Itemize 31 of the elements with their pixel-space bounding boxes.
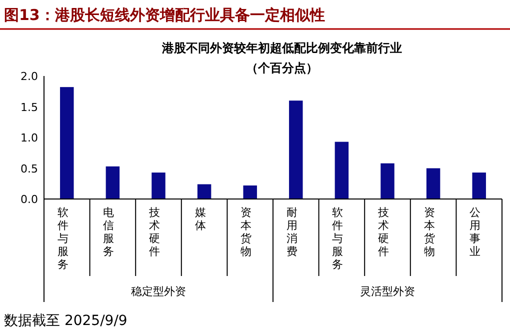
y-tick-label: 0.5 (20, 162, 38, 176)
y-tick-label: 2.0 (20, 70, 38, 83)
y-tick-label: 1.0 (20, 132, 38, 144)
bar (60, 87, 74, 199)
y-tick-label: 0.0 (20, 193, 38, 206)
x-tick-label: 耐用消费 (286, 206, 298, 258)
bar (106, 166, 120, 199)
x-tick-label: 软件与服务 (332, 206, 344, 271)
y-tick-label: 1.5 (20, 100, 38, 114)
text: 数据截至 2025/9/9 (4, 313, 128, 329)
text: 稳定型外资 (131, 285, 186, 298)
x-tick-label: 资本货物 (424, 206, 435, 258)
chart-subtitle: 港股不同外资较年初超低配比例变化靠前行业 (161, 41, 402, 55)
text: 灵活型外资 (360, 285, 415, 298)
x-tick-label: 技术硬件 (148, 206, 160, 258)
bar (197, 184, 212, 199)
bar (426, 168, 440, 199)
chart-title: 图13：港股长短线外资增配行业具备一定相似性 (4, 6, 325, 24)
x-tick-label: 软件与服务 (57, 206, 68, 271)
bar (243, 185, 257, 199)
y-axis-title: （个百分点） (246, 61, 318, 75)
x-tick-label: 电信服务 (103, 206, 114, 258)
bar (289, 100, 303, 199)
x-tick-label: 媒体 (194, 206, 206, 232)
bar (380, 163, 394, 199)
x-tick-label: 技术硬件 (377, 206, 389, 258)
x-tick-label: 资本货物 (240, 206, 252, 258)
x-tick-label: 公用事业 (470, 206, 481, 258)
bar (472, 172, 486, 199)
bar (152, 172, 166, 199)
bar (334, 142, 349, 199)
